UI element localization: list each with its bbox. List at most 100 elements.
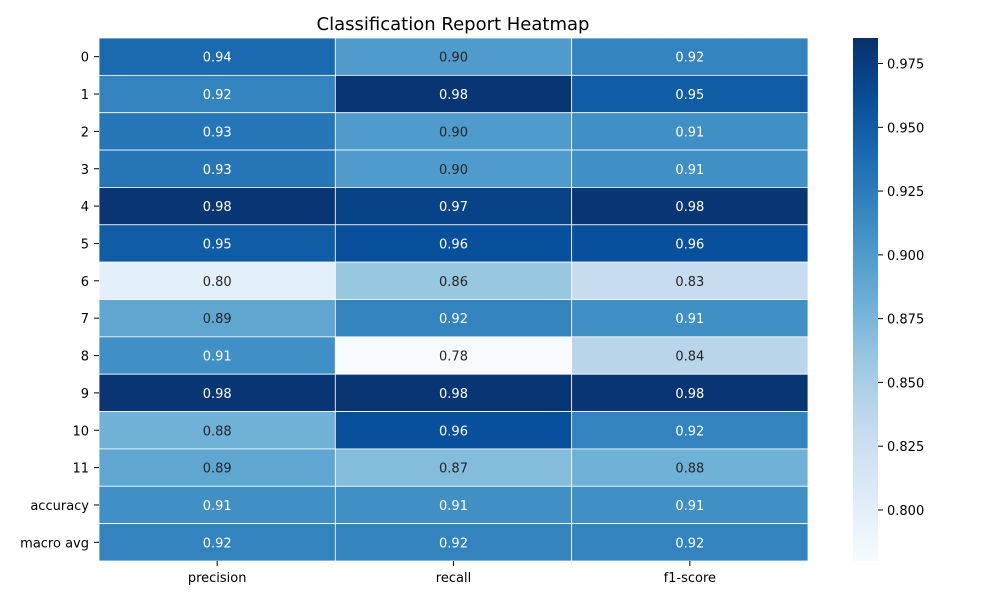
cell-value-label: 0.97	[439, 200, 468, 215]
cell-value-label: 0.84	[675, 350, 704, 365]
heatmap-cell	[571, 523, 809, 562]
colorbar: 0.800 0.825 0.850 0.875 0.900 0.925 0.950 0.975	[853, 38, 924, 561]
colorbar-tick-label: 0.925	[887, 185, 924, 200]
cell-value-label: 0.92	[439, 536, 468, 551]
heatmap-cell	[571, 411, 809, 450]
cell-value-label: 0.89	[203, 462, 232, 477]
colorbar-tick-label: 0.800	[887, 504, 924, 519]
chart-title: Classification Report Heatmap	[317, 14, 590, 35]
cell-value-label: 0.92	[439, 312, 468, 327]
row-label: 0	[81, 51, 89, 66]
cell-value-label: 0.98	[203, 200, 232, 215]
heatmap-cell	[98, 261, 336, 300]
cell-value-label: 0.91	[203, 499, 232, 514]
heatmap-cell	[98, 187, 336, 226]
cell-value-label: 0.87	[439, 462, 468, 477]
cell-value-label: 0.98	[675, 387, 704, 402]
cell-value-label: 0.93	[203, 125, 232, 140]
cell-value-label: 0.88	[203, 424, 232, 439]
heatmap-cell	[98, 37, 336, 76]
cell-value-label: 0.92	[203, 536, 232, 551]
cell-value-label: 0.80	[203, 275, 232, 290]
cell-value-label: 0.98	[439, 88, 468, 103]
cell-value-label: 0.91	[675, 163, 704, 178]
cell-value-label: 0.92	[203, 88, 232, 103]
heatmap-cell	[98, 373, 336, 412]
heatmap-cell	[571, 187, 809, 226]
cell-value-label: 0.96	[439, 424, 468, 439]
column-label: recall	[436, 571, 471, 586]
cell-value-label: 0.91	[439, 499, 468, 514]
cell-value-label: 0.91	[675, 499, 704, 514]
cell-value-label: 0.91	[675, 125, 704, 140]
heatmap-cell	[571, 37, 809, 76]
heatmap-cell	[98, 485, 336, 525]
row-label: 8	[81, 350, 89, 365]
row-label: 11	[72, 462, 89, 477]
row-label: 3	[81, 163, 89, 178]
heatmap-cell	[334, 224, 573, 263]
colorbar-gradient	[853, 38, 878, 561]
cell-value-label: 0.94	[203, 51, 232, 66]
cell-value-label: 0.91	[203, 350, 232, 365]
cell-value-label: 0.90	[439, 125, 468, 140]
colorbar-tick-label: 0.975	[887, 58, 924, 73]
heatmap-cell	[334, 448, 573, 487]
cell-value-label: 0.98	[439, 387, 468, 402]
cell-value-label: 0.92	[675, 536, 704, 551]
heatmap-cell	[571, 373, 809, 412]
colorbar-tick-label: 0.900	[887, 249, 924, 264]
cell-value-label: 0.96	[675, 237, 704, 252]
row-label: 9	[81, 387, 89, 402]
heatmap-cell	[571, 261, 809, 300]
row-label: macro avg	[20, 536, 89, 551]
heatmap-cell	[98, 74, 336, 114]
colorbar-tick-label: 0.875	[887, 313, 924, 328]
cell-value-label: 0.88	[675, 462, 704, 477]
column-label: f1-score	[664, 571, 716, 586]
heatmap-cell	[334, 74, 573, 114]
heatmap-cell	[334, 261, 573, 300]
row-label: accuracy	[30, 499, 89, 514]
row-label: 1	[81, 88, 89, 103]
row-label: 6	[81, 275, 89, 290]
heatmap-cell	[334, 299, 573, 338]
row-label: 4	[81, 200, 89, 215]
cell-value-label: 0.95	[203, 237, 232, 252]
cell-value-label: 0.92	[675, 51, 704, 66]
cell-value-label: 0.89	[203, 312, 232, 327]
heatmap-cell	[98, 336, 336, 375]
heatmap-cells: 0.94 0.90 0.92 0.92 0.98 0.95 0.93 0.90 0.91 0.93…	[98, 37, 809, 562]
cell-value-label: 0.93	[203, 163, 232, 178]
cell-value-label: 0.90	[439, 51, 468, 66]
row-labels: 0 1 2 3 4 5 6 7 8 9 10 11 accuracy macro avg	[20, 51, 99, 551]
heatmap-cell	[334, 37, 573, 76]
row-label: 7	[81, 312, 89, 327]
row-label: 5	[81, 237, 89, 252]
colorbar-tick-label: 0.825	[887, 440, 924, 455]
heatmap-cell	[98, 149, 336, 188]
cell-value-label: 0.78	[439, 350, 468, 365]
cell-value-label: 0.98	[675, 200, 704, 215]
heatmap-cell	[571, 448, 809, 487]
row-label: 2	[81, 125, 89, 140]
column-labels: precision recall f1-score	[188, 561, 716, 586]
heatmap-cell	[334, 485, 573, 525]
heatmap-cell	[334, 187, 573, 226]
column-label: precision	[188, 571, 247, 586]
cell-value-label: 0.92	[675, 424, 704, 439]
cell-value-label: 0.95	[675, 88, 704, 103]
heatmap-cell	[334, 373, 573, 412]
heatmap-cell	[571, 149, 809, 188]
cell-value-label: 0.91	[675, 312, 704, 327]
heatmap-cell	[334, 112, 573, 151]
cell-value-label: 0.96	[439, 237, 468, 252]
heatmap-cell	[571, 224, 809, 263]
heatmap-cell	[98, 523, 336, 562]
colorbar-tick-label: 0.850	[887, 376, 924, 391]
cell-value-label: 0.98	[203, 387, 232, 402]
heatmap-cell	[571, 485, 809, 525]
colorbar-tick-label: 0.950	[887, 121, 924, 136]
row-label: 10	[72, 424, 89, 439]
cell-value-label: 0.90	[439, 163, 468, 178]
